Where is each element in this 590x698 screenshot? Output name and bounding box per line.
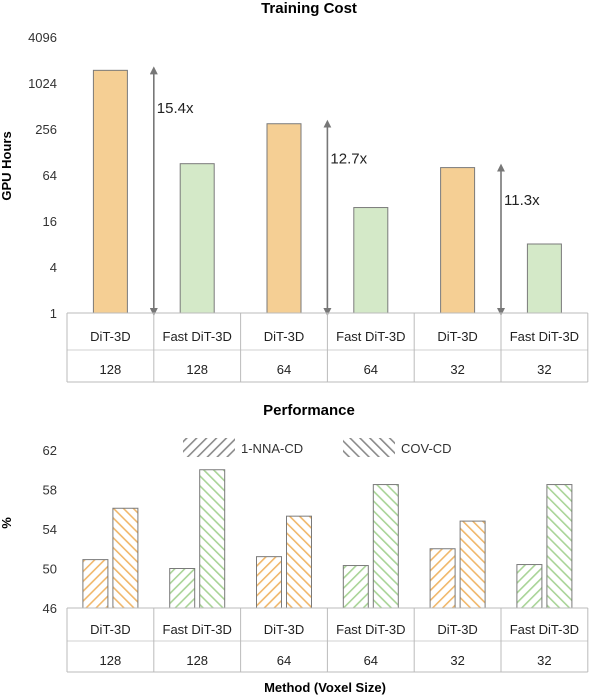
x-tick-voxel-label: 128	[186, 653, 208, 668]
legend-swatch	[183, 438, 235, 457]
y-tick-label: 16	[43, 214, 57, 229]
y-tick-label: 50	[43, 562, 57, 577]
x-tick-method-label: DiT-3D	[90, 622, 130, 637]
y-tick-label: 1	[50, 306, 57, 321]
legend-swatch	[343, 438, 395, 457]
x-tick-method-label: DiT-3D	[264, 329, 304, 344]
bar-cov-cd	[286, 515, 312, 609]
speedup-label: 15.4x	[157, 100, 194, 117]
y-tick-label: 1024	[28, 76, 57, 91]
x-tick-voxel-label: 64	[364, 653, 378, 668]
bar-1nna-cd	[256, 556, 282, 609]
x-tick-voxel-label: 32	[537, 362, 551, 377]
bar	[440, 167, 476, 314]
chart2-legend: 1-NNA-CD COV-CD	[183, 438, 452, 457]
x-tick-method-label: DiT-3D	[264, 622, 304, 637]
chart2-category-table: DiT-3D 128 Fast DiT-3D 128 DiT-3D 64 Fast DiT-…	[66, 607, 589, 673]
y-tick-label: 64	[43, 168, 57, 183]
chart2-x-axis-label: Method (Voxel Size)	[264, 680, 386, 695]
x-tick-voxel-label: 128	[186, 362, 208, 377]
x-tick-voxel-label: 32	[450, 362, 464, 377]
bar-1nna-cd	[342, 565, 369, 609]
x-tick-method-label: Fast DiT-3D	[336, 329, 405, 344]
y-tick-label: 58	[43, 483, 57, 498]
bar-cov-cd	[372, 484, 399, 609]
bar	[92, 69, 128, 314]
x-tick-method-label: Fast DiT-3D	[163, 622, 232, 637]
y-tick-label: 54	[43, 522, 57, 537]
x-tick-method-label: Fast DiT-3D	[510, 622, 579, 637]
x-tick-method-label: DiT-3D	[90, 329, 130, 344]
chart2-title: Performance	[263, 402, 355, 419]
bar	[526, 243, 562, 314]
chart1-y-ticks: 1 4 16 64 256 1024 4096	[28, 30, 57, 321]
chart2-y-axis-label: %	[0, 517, 14, 529]
bar-cov-cd	[459, 520, 486, 609]
y-tick-label: 62	[43, 443, 57, 458]
bar	[266, 123, 302, 314]
chart1-y-axis-label: GPU Hours	[0, 131, 14, 200]
bar	[179, 163, 215, 314]
bar-cov-cd	[546, 484, 573, 609]
bar-1nna-cd	[169, 568, 196, 609]
x-tick-voxel-label: 128	[100, 653, 122, 668]
x-tick-voxel-label: 32	[450, 653, 464, 668]
chart1-title: Training Cost	[261, 0, 357, 17]
chart2-bars	[82, 469, 573, 609]
x-tick-voxel-label: 32	[537, 653, 551, 668]
y-tick-label: 4	[50, 260, 57, 275]
y-tick-label: 4096	[28, 30, 57, 45]
bar	[353, 207, 389, 314]
bar-1nna-cd	[429, 548, 456, 609]
x-tick-method-label: DiT-3D	[437, 329, 477, 344]
chart1-annotations: 15.4x 12.7x 11.3x	[149, 66, 540, 316]
x-tick-voxel-label: 64	[364, 362, 378, 377]
speedup-label: 12.7x	[330, 150, 367, 167]
legend-label: COV-CD	[401, 441, 452, 456]
chart1-bars	[92, 69, 562, 314]
x-tick-method-label: DiT-3D	[437, 622, 477, 637]
x-tick-method-label: Fast DiT-3D	[163, 329, 232, 344]
chart2-y-ticks: 46 50 54 58 62	[43, 443, 57, 616]
bar-cov-cd	[112, 507, 139, 609]
bar-1nna-cd	[516, 564, 543, 609]
bar-cov-cd	[199, 469, 226, 609]
chart1-category-table: DiT-3D 128 Fast DiT-3D 128 DiT-3D 64 Fast DiT-…	[66, 312, 589, 383]
x-tick-method-label: Fast DiT-3D	[510, 329, 579, 344]
x-tick-voxel-label: 64	[277, 362, 291, 377]
bar-1nna-cd	[82, 559, 109, 609]
y-tick-label: 46	[43, 601, 57, 616]
x-tick-method-label: Fast DiT-3D	[336, 622, 405, 637]
speedup-label: 11.3x	[504, 192, 540, 209]
x-tick-voxel-label: 64	[277, 653, 291, 668]
x-tick-voxel-label: 128	[100, 362, 122, 377]
y-tick-label: 256	[35, 122, 57, 137]
legend-label: 1-NNA-CD	[241, 441, 303, 456]
